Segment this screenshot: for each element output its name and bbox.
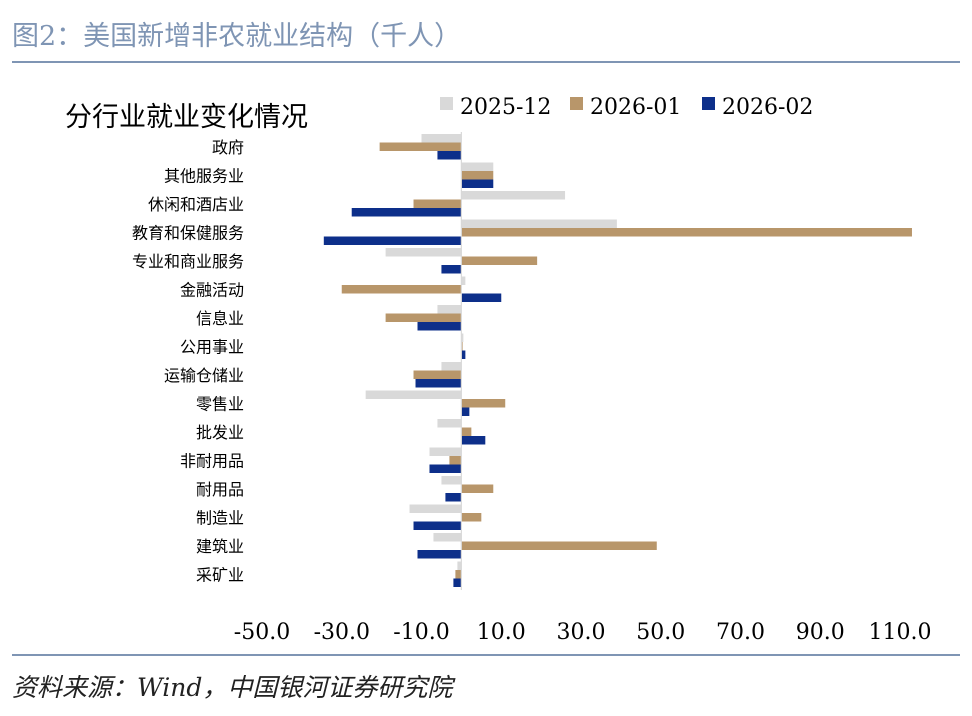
- bar-采矿业-2025-12: [457, 561, 462, 570]
- bar-批发业-2026-01: [461, 427, 472, 436]
- bar-零售业-2025-12: [365, 390, 462, 399]
- category-label: 金融活动: [180, 280, 244, 299]
- bar-chart: 分行业就业变化情况 2025-12 2026-01 2026-02 政府其他服务业休…: [65, 95, 932, 645]
- bar-专业和商业服务-2026-01: [461, 256, 538, 265]
- category-label: 公用事业: [180, 337, 244, 356]
- bar-制造业-2026-02: [413, 521, 462, 530]
- bar-建筑业-2026-02: [417, 550, 462, 559]
- x-tick-label: 70.0: [716, 620, 765, 645]
- category-label: 采矿业: [196, 565, 244, 584]
- x-axis: -50.0 -30.0 -10.0 10.0 30.0 50.0 70.0 90.0 110.0: [234, 620, 932, 645]
- x-tick-label: 110.0: [869, 620, 932, 645]
- bar-教育和保健服务-2026-02: [323, 236, 462, 245]
- bar-建筑业-2026-01: [461, 541, 657, 550]
- bar-休闲和酒店业-2026-01: [413, 199, 462, 208]
- bar-休闲和酒店业-2026-02: [351, 208, 462, 217]
- bar-政府-2026-02: [437, 151, 462, 160]
- bar-政府-2026-01: [379, 142, 462, 151]
- x-tick-label: -50.0: [234, 620, 290, 645]
- category-label: 运输仓储业: [164, 366, 244, 385]
- bar-公用事业-2026-02: [461, 350, 466, 359]
- legend: 2025-12 2026-01 2026-02: [440, 95, 813, 120]
- bar-耐用品-2025-12: [441, 476, 462, 485]
- x-tick-label: -30.0: [314, 620, 370, 645]
- category-label: 政府: [212, 138, 244, 157]
- bar-零售业-2026-02: [461, 407, 470, 416]
- bars: [323, 132, 912, 590]
- category-label: 制造业: [196, 508, 244, 527]
- bar-建筑业-2025-12: [433, 533, 462, 542]
- bar-非耐用品-2026-02: [429, 464, 462, 473]
- category-label: 教育和保健服务: [132, 223, 244, 242]
- bar-采矿业-2026-01: [455, 570, 462, 579]
- category-label: 其他服务业: [164, 166, 244, 185]
- x-tick-label: 90.0: [796, 620, 845, 645]
- bar-零售业-2026-01: [461, 399, 506, 408]
- x-tick-label: 50.0: [636, 620, 685, 645]
- legend-swatch-2026-01: [570, 97, 583, 110]
- x-tick-label: -10.0: [393, 620, 449, 645]
- x-tick-label: 10.0: [477, 620, 526, 645]
- bar-教育和保健服务-2025-12: [461, 219, 617, 228]
- bar-运输仓储业-2026-01: [413, 370, 462, 379]
- category-label: 耐用品: [196, 480, 244, 499]
- bar-批发业-2025-12: [437, 419, 462, 428]
- legend-label-2026-02: 2026-02: [722, 95, 813, 120]
- figure-title: 图2：美国新增非农就业结构（千人）: [12, 21, 462, 52]
- category-labels: 政府其他服务业休闲和酒店业教育和保健服务专业和商业服务金融活动信息业公用事业运输…: [132, 138, 244, 584]
- bar-运输仓储业-2025-12: [441, 362, 462, 371]
- bar-公用事业-2026-01: [461, 342, 463, 351]
- legend-label-2026-01: 2026-01: [590, 95, 681, 120]
- x-tick-label: 30.0: [557, 620, 606, 645]
- bar-信息业-2026-01: [385, 313, 462, 322]
- legend-swatch-2025-12: [440, 97, 453, 110]
- bar-其他服务业-2026-01: [461, 171, 494, 180]
- bar-金融活动-2026-02: [461, 293, 502, 302]
- bar-公用事业-2025-12: [461, 333, 464, 342]
- bar-信息业-2025-12: [437, 305, 462, 314]
- bar-专业和商业服务-2026-02: [441, 265, 462, 274]
- category-label: 休闲和酒店业: [148, 195, 244, 214]
- source-divider: [12, 654, 960, 656]
- bar-政府-2025-12: [421, 134, 462, 143]
- bar-耐用品-2026-01: [461, 484, 494, 493]
- category-label: 零售业: [196, 394, 244, 413]
- category-label: 信息业: [196, 309, 244, 328]
- bar-耐用品-2026-02: [445, 493, 462, 502]
- bar-制造业-2026-01: [461, 513, 482, 522]
- bar-信息业-2026-02: [417, 322, 462, 331]
- bar-其他服务业-2026-02: [461, 179, 494, 188]
- bar-金融活动-2025-12: [461, 276, 466, 285]
- bar-其他服务业-2025-12: [461, 162, 494, 171]
- bar-批发业-2026-02: [461, 436, 486, 445]
- bar-制造业-2025-12: [409, 504, 462, 513]
- title-divider: [12, 61, 960, 63]
- category-label: 建筑业: [196, 537, 244, 556]
- bar-金融活动-2026-01: [341, 285, 462, 294]
- source-note: 资料来源：Wind，中国银河证券研究院: [12, 673, 453, 702]
- category-label: 非耐用品: [180, 451, 244, 470]
- chart-subtitle: 分行业就业变化情况: [65, 102, 308, 133]
- category-label: 专业和商业服务: [132, 252, 244, 271]
- bar-非耐用品-2025-12: [429, 447, 462, 456]
- legend-label-2025-12: 2025-12: [460, 95, 551, 120]
- bar-非耐用品-2026-01: [449, 456, 462, 465]
- bar-运输仓储业-2026-02: [415, 379, 462, 388]
- bar-教育和保健服务-2026-01: [461, 228, 912, 237]
- category-label: 批发业: [196, 423, 244, 442]
- bar-采矿业-2026-02: [453, 578, 462, 587]
- bar-专业和商业服务-2025-12: [385, 248, 462, 257]
- bar-休闲和酒店业-2025-12: [461, 191, 566, 200]
- legend-swatch-2026-02: [702, 97, 715, 110]
